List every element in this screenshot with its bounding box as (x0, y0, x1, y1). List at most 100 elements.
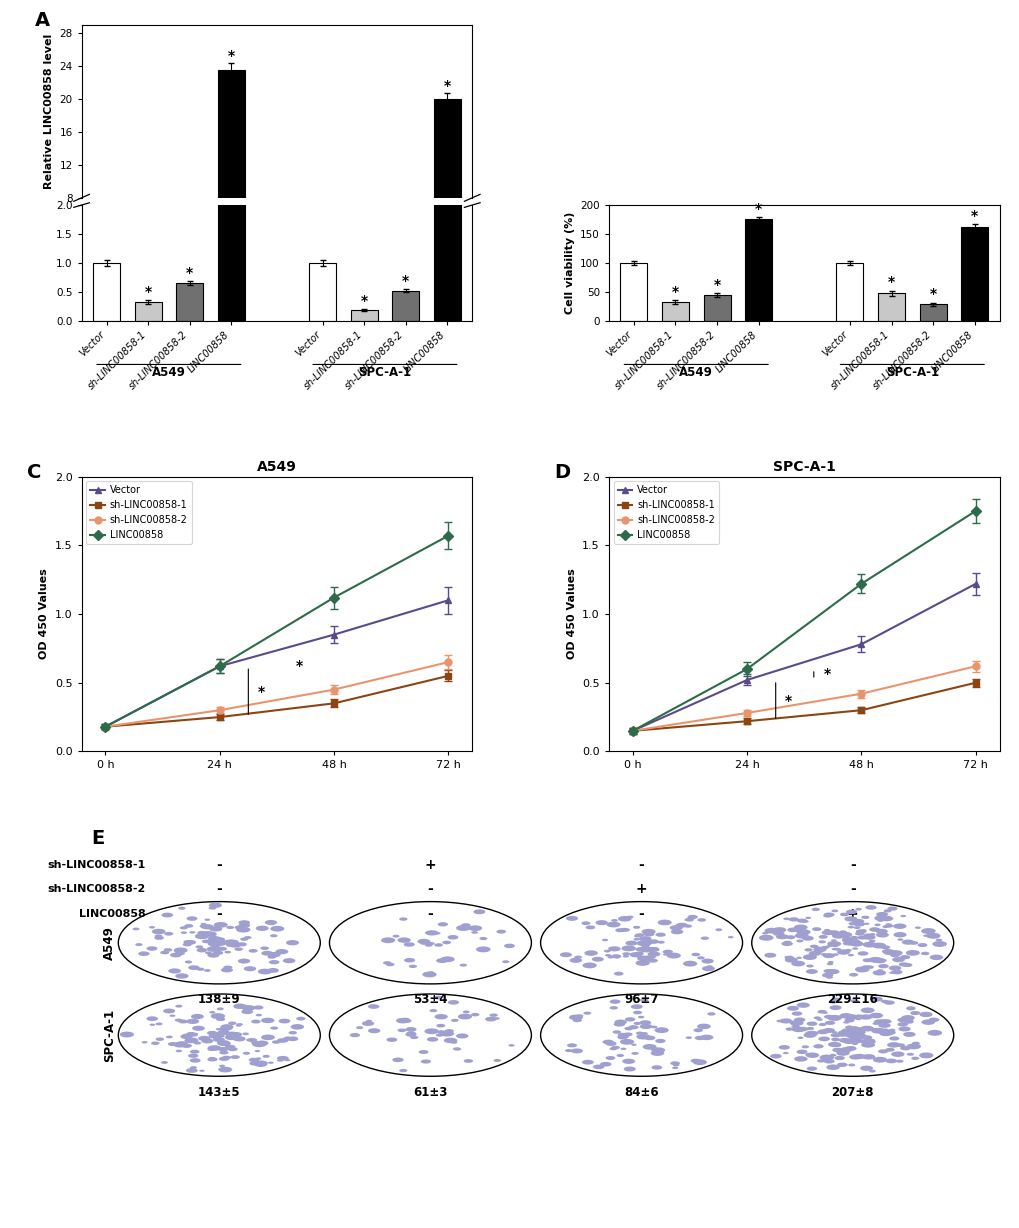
Circle shape (212, 941, 224, 946)
Circle shape (182, 943, 192, 947)
Circle shape (175, 1005, 182, 1008)
Circle shape (669, 1061, 680, 1065)
Circle shape (609, 1006, 618, 1009)
Circle shape (282, 958, 296, 963)
Circle shape (854, 1014, 862, 1018)
Circle shape (801, 920, 808, 923)
Circle shape (278, 1019, 290, 1023)
Circle shape (701, 966, 714, 971)
Circle shape (803, 1033, 815, 1038)
Circle shape (437, 922, 447, 926)
Circle shape (839, 912, 848, 916)
Circle shape (839, 1047, 852, 1052)
Circle shape (701, 959, 713, 964)
Circle shape (461, 923, 470, 927)
Circle shape (582, 963, 596, 969)
Text: B: B (561, 11, 577, 29)
Legend: Vector, sh-LINC00858-1, sh-LINC00858-2, LINC00858: Vector, sh-LINC00858-1, sh-LINC00858-2, … (613, 481, 718, 544)
Circle shape (836, 1062, 847, 1067)
Circle shape (242, 1009, 253, 1014)
Circle shape (397, 937, 411, 943)
Circle shape (838, 932, 852, 937)
Circle shape (540, 993, 742, 1076)
Circle shape (215, 1034, 224, 1038)
Circle shape (212, 937, 225, 942)
Circle shape (839, 1013, 852, 1018)
Circle shape (253, 1006, 263, 1009)
Text: sh-LINC00858-1: sh-LINC00858-1 (48, 860, 146, 869)
Circle shape (156, 1038, 164, 1041)
Circle shape (625, 1017, 635, 1022)
Text: *: * (785, 694, 792, 707)
Circle shape (635, 1032, 643, 1035)
Circle shape (847, 942, 853, 944)
Circle shape (772, 931, 784, 936)
Circle shape (890, 953, 899, 957)
Circle shape (853, 922, 864, 926)
Circle shape (818, 1023, 825, 1027)
Circle shape (637, 942, 645, 946)
Circle shape (210, 942, 222, 947)
Circle shape (236, 1023, 243, 1025)
Circle shape (211, 1033, 219, 1035)
Circle shape (267, 968, 278, 973)
Circle shape (879, 1019, 891, 1024)
Circle shape (883, 923, 893, 927)
Circle shape (217, 947, 227, 950)
Circle shape (892, 957, 904, 963)
Text: *: * (361, 295, 368, 308)
Circle shape (906, 1044, 920, 1050)
Circle shape (877, 1023, 890, 1028)
Text: SPC-A-1: SPC-A-1 (103, 1008, 115, 1062)
Circle shape (277, 1059, 283, 1062)
Circle shape (855, 930, 865, 933)
Circle shape (775, 935, 788, 939)
Circle shape (880, 1029, 888, 1032)
Circle shape (801, 1045, 808, 1049)
Circle shape (846, 1033, 858, 1038)
Circle shape (697, 919, 705, 922)
Circle shape (218, 942, 226, 944)
Circle shape (647, 959, 657, 963)
Circle shape (605, 1041, 616, 1046)
Circle shape (859, 1039, 870, 1044)
Circle shape (489, 1013, 497, 1017)
Circle shape (838, 1038, 850, 1043)
Circle shape (806, 964, 813, 968)
Circle shape (235, 1024, 242, 1027)
Circle shape (841, 936, 849, 939)
Circle shape (202, 939, 211, 943)
Circle shape (818, 935, 827, 938)
Circle shape (618, 1034, 628, 1039)
Circle shape (855, 907, 861, 910)
Circle shape (883, 1001, 894, 1005)
Circle shape (209, 1011, 215, 1013)
Bar (392, 259, 419, 264)
Circle shape (615, 1054, 624, 1057)
Circle shape (569, 1014, 583, 1020)
Circle shape (200, 925, 208, 928)
Circle shape (834, 1044, 841, 1047)
Circle shape (404, 958, 415, 963)
Circle shape (613, 1019, 627, 1024)
Bar (351, 311, 377, 321)
Circle shape (873, 1019, 887, 1025)
Circle shape (217, 1040, 224, 1044)
Circle shape (161, 912, 173, 917)
Circle shape (848, 1027, 863, 1033)
Circle shape (458, 1013, 472, 1019)
Circle shape (820, 946, 828, 949)
Circle shape (848, 1033, 858, 1038)
Circle shape (875, 932, 889, 937)
Circle shape (256, 1014, 262, 1017)
Circle shape (479, 937, 487, 941)
Text: D: D (553, 463, 570, 481)
Circle shape (868, 1040, 875, 1044)
Circle shape (184, 960, 192, 964)
Text: E: E (91, 829, 104, 849)
Circle shape (264, 920, 277, 925)
Circle shape (829, 1033, 841, 1038)
Circle shape (706, 1012, 715, 1016)
Circle shape (848, 1033, 857, 1036)
Circle shape (851, 941, 859, 943)
